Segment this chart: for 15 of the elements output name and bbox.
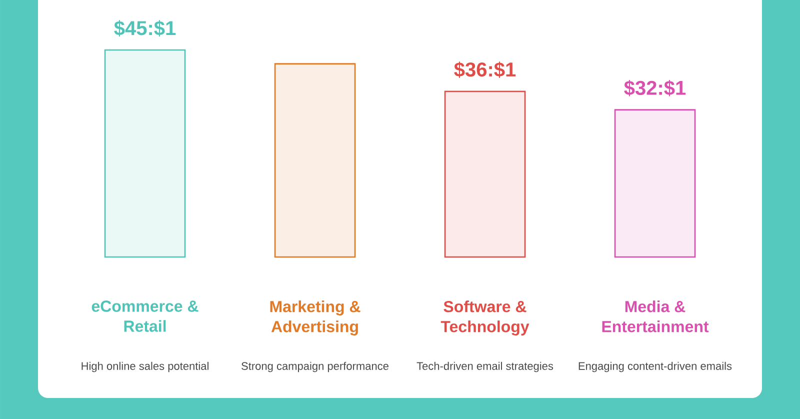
text: Strong campaign performance <box>242 362 388 372</box>
bar <box>614 109 696 258</box>
data-label: $45:$1 <box>114 20 176 37</box>
bar <box>104 49 186 258</box>
bar <box>444 90 526 258</box>
text: High online sales potential <box>82 362 208 372</box>
bar <box>274 63 356 258</box>
data-label: $32:$1 <box>624 80 686 96</box>
x-tick-label: eCommerce & Retail <box>92 300 198 332</box>
text: Tech-driven email strategies <box>416 362 554 372</box>
x-tick-label: Media & Entertainment <box>602 300 709 332</box>
text: Engaging content-driven emails <box>578 362 732 372</box>
x-tick-label: Marketing & Advertising <box>270 300 360 336</box>
x-tick-label: Software & Technology <box>440 300 530 336</box>
data-label: $36:$1 <box>454 62 516 78</box>
